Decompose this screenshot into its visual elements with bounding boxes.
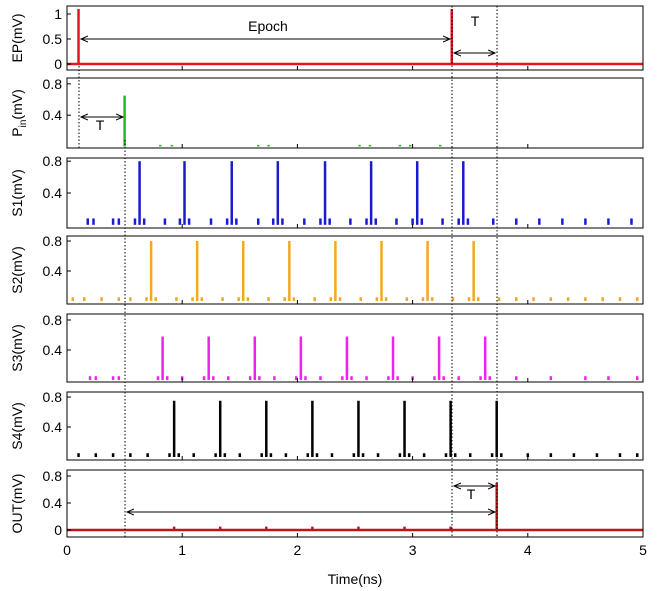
y-tick-label: 0.8 bbox=[43, 233, 63, 249]
y-tick-label: 0.4 bbox=[43, 342, 63, 358]
x-tick-label: 4 bbox=[524, 542, 532, 558]
panel-frame bbox=[66, 77, 644, 149]
x-axis-label: Time(ns) bbox=[328, 571, 383, 587]
panel-frame bbox=[66, 469, 644, 538]
annotation: T bbox=[96, 117, 105, 133]
y-axis-label: S1(mV) bbox=[9, 169, 25, 216]
panel-frame bbox=[66, 5, 644, 71]
panel-frame bbox=[66, 391, 644, 461]
y-tick-label: 0.5 bbox=[43, 31, 63, 47]
y-tick-label: 0.8 bbox=[43, 468, 63, 484]
y-tick-label: 0.4 bbox=[43, 263, 63, 279]
y-tick-label: 0.4 bbox=[43, 185, 63, 201]
y-tick-label: 0.8 bbox=[43, 153, 63, 169]
plot-layer: 0 0.5 1 EP(mV) 0.4 0.8 Pin(mV) 0.4 0.8 S1(mV) 0.4 0… bbox=[9, 5, 647, 587]
y-axis-label-main: P bbox=[9, 127, 25, 136]
x-tick-label: 2 bbox=[294, 542, 302, 558]
x-tick-label: 3 bbox=[409, 542, 417, 558]
y-axis-label-unit: (mV) bbox=[9, 89, 25, 119]
y-axis-label-sub: in bbox=[18, 120, 29, 128]
x-tick-label: 0 bbox=[63, 542, 71, 558]
y-tick-label: 0.4 bbox=[43, 495, 63, 511]
y-axis-label: S2(mV) bbox=[9, 246, 25, 293]
y-axis-label: OUT(mV) bbox=[9, 474, 25, 534]
guides bbox=[78, 6, 498, 537]
arrows bbox=[81, 39, 495, 512]
y-axis-label: S4(mV) bbox=[9, 402, 25, 449]
y-tick-label: 0.8 bbox=[43, 312, 63, 328]
x-tick-label: 1 bbox=[178, 542, 186, 558]
y-tick-label: 0 bbox=[54, 56, 62, 72]
panel-frame bbox=[66, 235, 644, 305]
y-axis-label: Pin(mV) bbox=[9, 89, 29, 136]
annotation: T bbox=[471, 13, 480, 29]
panel-frame bbox=[66, 157, 644, 229]
x-tick-label: 5 bbox=[639, 542, 647, 558]
y-tick-label: 1 bbox=[54, 6, 62, 22]
y-tick-label: 0 bbox=[54, 522, 62, 538]
y-tick-label: 0.8 bbox=[43, 76, 63, 92]
panel-frame bbox=[66, 313, 644, 383]
y-axis-label: S3(mV) bbox=[9, 324, 25, 371]
annotation: Epoch bbox=[248, 18, 288, 34]
y-tick-label: 0.8 bbox=[43, 389, 63, 405]
y-tick-label: 0.4 bbox=[43, 419, 63, 435]
y-tick-label: 0.4 bbox=[43, 107, 63, 123]
y-axis-label: EP(mV) bbox=[9, 14, 25, 63]
annotation: T bbox=[467, 486, 476, 502]
